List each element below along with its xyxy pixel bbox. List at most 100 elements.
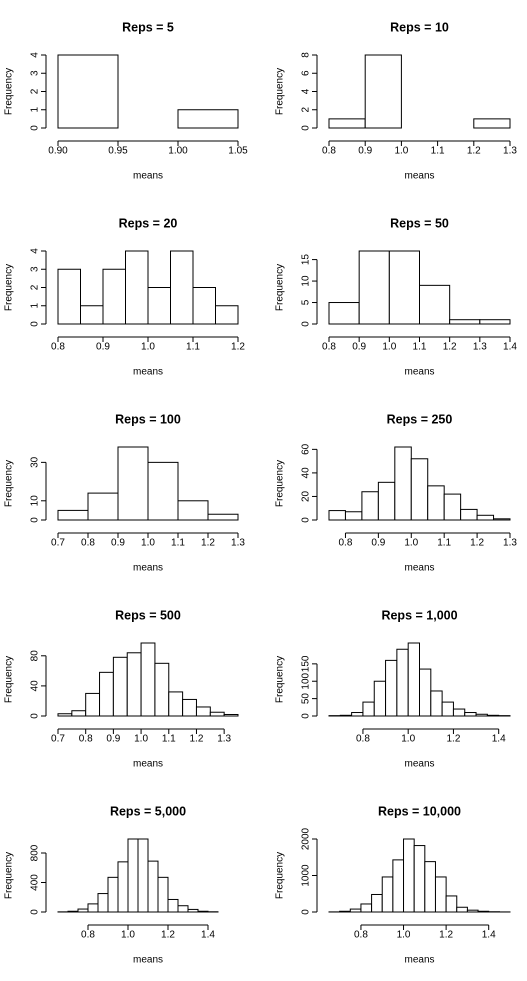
bar [452,708,466,717]
x-tick-label: 0.9 [106,734,120,745]
y-tick-label: 0 [30,517,41,523]
y-tick-label: 0 [301,517,312,523]
y-tick-label: 15 [301,254,312,266]
y-axis-label: Frequency [275,460,286,507]
x-tick-label: 1.0 [121,930,135,941]
bar [464,712,477,717]
bar [187,908,199,913]
bar [195,706,211,717]
bar [339,714,353,717]
x-tick-label: 1.1 [162,734,176,745]
bar [87,492,119,521]
bar [475,713,488,717]
y-axis-label: Frequency [275,68,286,115]
x-tick-label: 0.9 [358,146,372,157]
x-axis-label: means [404,367,434,378]
y-tick-label: 40 [301,467,312,479]
bar [112,656,128,717]
bar [97,893,109,913]
y-axis-label: Frequency [4,264,15,311]
bar [167,898,179,913]
y-tick-label: 0 [301,713,312,719]
bar [392,859,405,913]
bar [460,508,478,521]
x-tick-label: 0.9 [371,538,385,549]
x-tick-label: 1.0 [134,734,148,745]
bar [358,250,390,325]
y-tick-label: 400 [30,874,41,891]
bar [456,906,468,913]
bar [430,690,443,717]
bar [207,513,239,521]
y-tick-label: 0 [30,909,41,915]
y-tick-label: 20 [301,490,312,502]
bar [117,446,149,521]
x-tick-label: 0.8 [322,146,336,157]
y-tick-label: 0 [301,909,312,915]
bar [223,713,239,717]
y-axis-label: Frequency [275,656,286,703]
x-tick-label: 1.0 [141,342,155,353]
bar [377,481,396,521]
y-tick-label: 8 [301,52,312,58]
y-tick-label: 50 [301,693,312,705]
x-tick-label: 1.2 [231,342,245,353]
bar [328,302,360,325]
bar [67,910,79,913]
y-tick-label: 6 [301,70,312,76]
bar [154,662,170,717]
bar [349,908,362,913]
bar [87,903,99,913]
bar [177,500,209,521]
bar [394,446,412,521]
bar [80,305,104,325]
y-tick-label: 150 [301,655,312,672]
x-tick-label: 1.1 [186,342,200,353]
bar [396,648,409,717]
bar [445,895,458,913]
bar [168,691,184,717]
x-tick-label: 0.8 [354,930,368,941]
bar [57,54,119,129]
bar [371,893,383,913]
bar [127,838,139,913]
bar [424,861,436,913]
chart-title: Reps = 1,000 [381,608,457,622]
bar [434,876,447,913]
y-tick-label: 60 [301,443,312,455]
y-tick-label: 2000 [301,827,312,850]
chart-title: Reps = 500 [115,608,181,622]
bar [466,909,479,913]
bar [381,876,394,913]
bar [413,845,426,913]
x-tick-label: 0.7 [51,734,65,745]
y-tick-label: 0 [30,125,41,131]
y-tick-label: 1000 [301,864,312,887]
x-tick-label: 1.2 [446,734,460,745]
y-tick-label: 2 [30,284,41,290]
chart-title: Reps = 50 [390,216,449,230]
x-tick-label: 1.0 [141,538,155,549]
x-tick-label: 1.2 [439,930,453,941]
bar [476,514,495,521]
bar [126,652,142,717]
x-axis-label: means [133,759,163,770]
x-tick-label: 0.90 [48,146,68,157]
bar [209,711,225,717]
x-tick-label: 0.8 [51,342,65,353]
x-tick-label: 1.1 [431,146,445,157]
y-axis-label: Frequency [4,852,15,899]
bar [493,518,511,521]
x-tick-label: 1.2 [443,342,457,353]
bar [177,905,189,913]
x-tick-label: 1.3 [503,538,517,549]
x-axis-label: means [133,171,163,182]
bar [362,701,375,717]
bar [182,698,197,717]
bar [147,860,159,913]
y-tick-label: 4 [30,52,41,58]
bar [102,268,126,325]
bar [403,838,415,913]
bar [361,491,379,521]
